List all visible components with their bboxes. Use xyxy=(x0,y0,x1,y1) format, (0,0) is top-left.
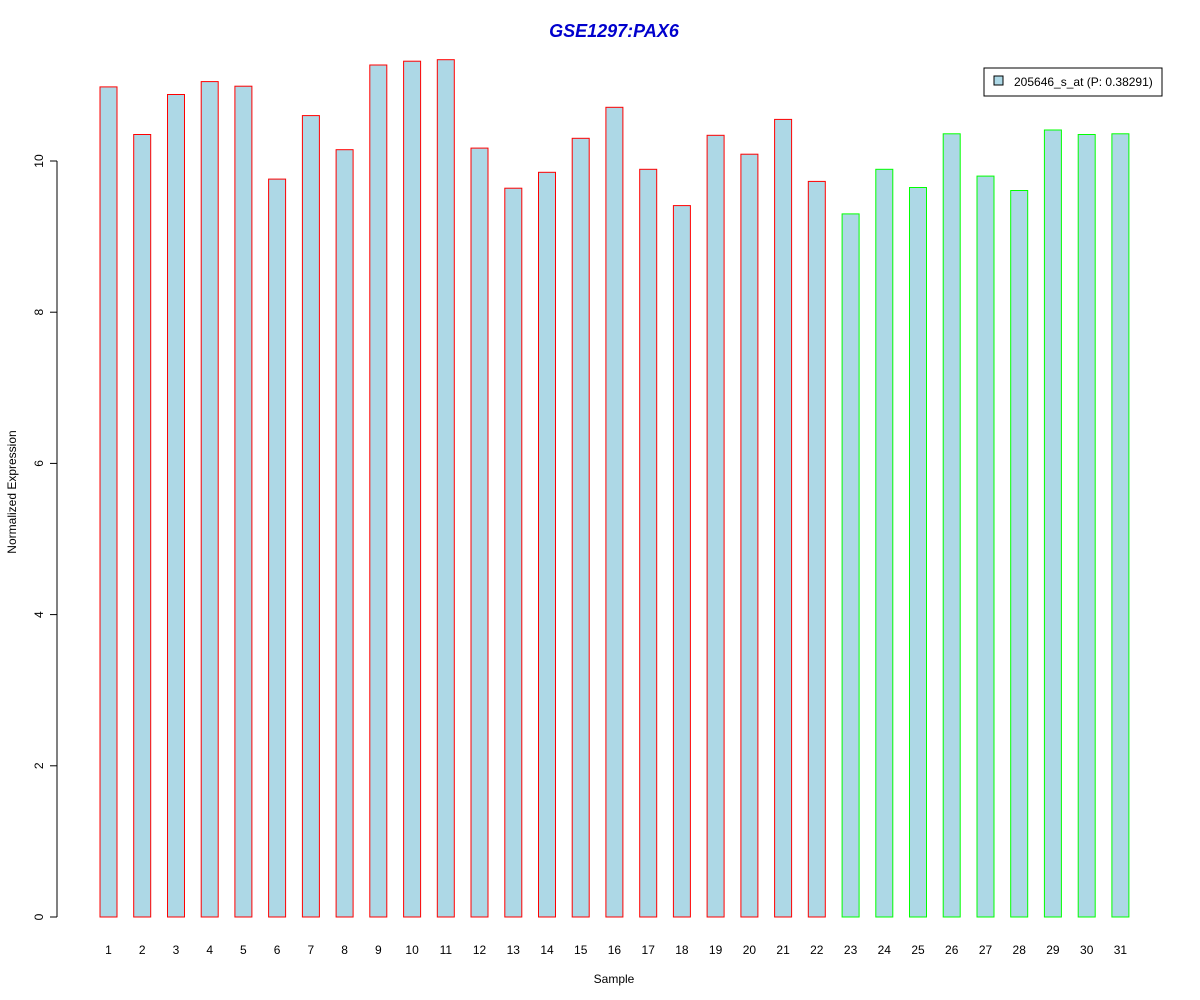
x-axis-title: Sample xyxy=(594,972,635,986)
x-tick-label: 30 xyxy=(1080,943,1094,957)
legend-box xyxy=(983,67,1163,97)
bar-sample-30 xyxy=(1077,134,1096,918)
x-tick-label: 13 xyxy=(507,943,521,957)
x-tick-label: 21 xyxy=(776,943,790,957)
bar-sample-25 xyxy=(909,187,927,918)
bar-sample-7 xyxy=(301,115,320,918)
bar-sample-26 xyxy=(942,133,961,918)
x-tick-label: 10 xyxy=(405,943,419,957)
bar-sample-4 xyxy=(200,81,219,918)
x-tick-label: 15 xyxy=(574,943,588,957)
bar-sample-22 xyxy=(807,180,826,918)
y-axis-title: Normalized Expression xyxy=(5,430,19,553)
x-tick-label: 2 xyxy=(139,943,146,957)
bar-sample-8 xyxy=(335,149,354,918)
chart-title: GSE1297:PAX6 xyxy=(549,21,680,41)
bar-sample-11 xyxy=(436,59,455,918)
x-tick-label: 8 xyxy=(341,943,348,957)
legend-label: 205646_s_at (P: 0.38291) xyxy=(1014,75,1153,89)
bar-sample-5 xyxy=(234,85,253,918)
bar-sample-15 xyxy=(571,137,590,918)
x-tick-labels: 1 2 3 4 5 6 7 8 9 10 11 12 13 14 15 16 17 18 19 20 21 22 23 24 2… xyxy=(105,943,1127,957)
legend-swatch xyxy=(993,75,1004,86)
x-tick-label: 18 xyxy=(675,943,689,957)
bars xyxy=(99,59,1130,918)
x-tick-label: 31 xyxy=(1114,943,1128,957)
y-tick-label: 4 xyxy=(32,611,46,618)
bar-sample-28 xyxy=(1010,190,1029,918)
bar-sample-24 xyxy=(875,168,894,918)
y-tick-label: 2 xyxy=(32,762,46,769)
x-tick-label: 28 xyxy=(1013,943,1027,957)
bar-sample-27 xyxy=(976,175,995,918)
x-tick-label: 6 xyxy=(274,943,281,957)
bar-sample-18 xyxy=(672,205,691,918)
x-tick-label: 5 xyxy=(240,943,247,957)
bar-sample-2 xyxy=(133,134,152,918)
bar-sample-9 xyxy=(369,64,388,918)
x-tick-label: 16 xyxy=(608,943,622,957)
bar-sample-17 xyxy=(639,168,658,918)
x-tick-label: 19 xyxy=(709,943,723,957)
x-tick-label: 26 xyxy=(945,943,959,957)
bar-sample-21 xyxy=(774,118,793,918)
legend: 205646_s_at (P: 0.38291) xyxy=(983,67,1163,97)
x-tick-label: 23 xyxy=(844,943,858,957)
y-axis: 0 2 4 6 8 10 xyxy=(32,154,58,920)
bar-sample-6 xyxy=(268,178,287,918)
bar-sample-13 xyxy=(504,187,523,918)
y-tick-label: 8 xyxy=(32,309,46,316)
x-tick-label: 3 xyxy=(173,943,180,957)
y-tick-label: 6 xyxy=(32,460,46,467)
x-tick-label: 17 xyxy=(642,943,656,957)
bar-sample-23 xyxy=(841,213,860,918)
x-tick-label: 24 xyxy=(878,943,892,957)
bar-sample-10 xyxy=(403,60,422,918)
x-tick-label: 7 xyxy=(308,943,315,957)
bar-sample-31 xyxy=(1111,133,1130,918)
x-tick-label: 11 xyxy=(440,943,453,957)
x-tick-label: 9 xyxy=(375,943,382,957)
bar-sample-14 xyxy=(538,171,556,918)
bar-sample-1 xyxy=(99,86,118,918)
x-tick-label: 29 xyxy=(1046,943,1060,957)
bar-sample-12 xyxy=(470,147,489,918)
x-tick-label: 14 xyxy=(540,943,554,957)
y-tick-label: 10 xyxy=(32,154,46,168)
y-tick-label: 0 xyxy=(32,913,46,920)
bar-sample-19 xyxy=(706,134,725,918)
x-tick-label: 4 xyxy=(206,943,213,957)
x-tick-label: 22 xyxy=(810,943,824,957)
bar-sample-3 xyxy=(167,94,185,918)
x-tick-label: 12 xyxy=(473,943,487,957)
bar-sample-29 xyxy=(1043,129,1062,918)
x-tick-label: 27 xyxy=(979,943,993,957)
bar-sample-16 xyxy=(605,106,624,918)
x-tick-label: 25 xyxy=(911,943,925,957)
x-tick-label: 20 xyxy=(743,943,757,957)
x-tick-label: 1 xyxy=(105,943,112,957)
bar-sample-20 xyxy=(740,153,759,918)
